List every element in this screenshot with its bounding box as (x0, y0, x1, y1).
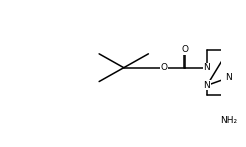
Text: N: N (203, 63, 210, 72)
Text: NH₂: NH₂ (220, 116, 237, 125)
Text: O: O (182, 45, 189, 55)
Text: O: O (160, 63, 167, 72)
Text: N: N (203, 81, 210, 90)
Text: N: N (225, 73, 232, 82)
